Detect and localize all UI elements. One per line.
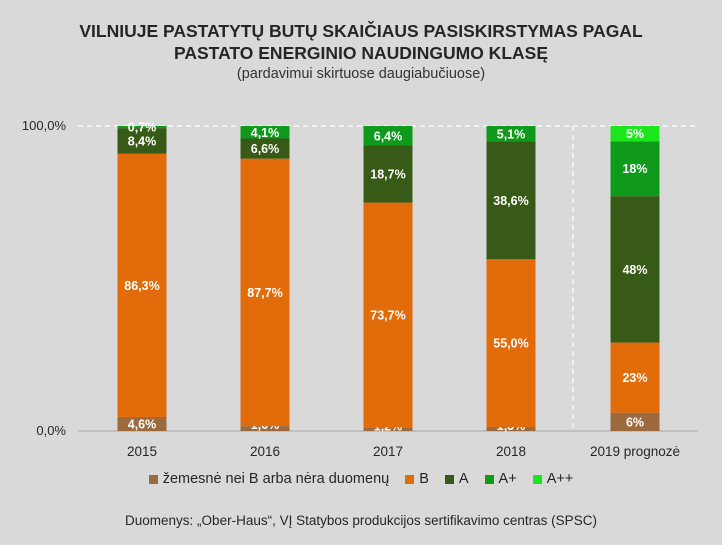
data-label: 23% <box>622 371 647 385</box>
bar-segment <box>363 202 413 428</box>
data-label: 4,6% <box>128 417 157 431</box>
bar-segment <box>486 259 536 428</box>
legend-item: žemesnė nei B arba nėra duomenų <box>148 471 390 487</box>
legend-item: B <box>405 471 429 487</box>
legend-swatch <box>484 474 494 484</box>
data-label: 55,0% <box>493 337 528 351</box>
x-tick-label: 2016 <box>250 444 280 459</box>
legend-item: A+ <box>484 471 517 487</box>
x-tick-label: 2018 <box>496 444 526 459</box>
bar-segment <box>610 141 660 197</box>
bar-segment <box>610 126 660 142</box>
legend-swatch <box>532 474 542 484</box>
chart-title-line1: VILNIUJE PASTATYTŲ BUTŲ SKAIČIAUS PASISK… <box>79 21 643 41</box>
x-tick-label: 2015 <box>127 444 157 459</box>
data-label: 86,3% <box>124 279 159 293</box>
data-label: 5% <box>626 127 644 141</box>
bar-segment <box>363 126 413 146</box>
chart-legend: žemesnė nei B arba nėra duomenų B A A+ A++ <box>0 471 722 487</box>
legend-item: A <box>444 471 469 487</box>
data-label: 18,7% <box>370 168 405 182</box>
chart-title-line2: PASTATO ENERGINIO NAUDINGUMO KLASĘ <box>174 43 548 63</box>
bar-segment <box>240 138 290 159</box>
legend-label: žemesnė nei B arba nėra duomenų <box>162 471 390 487</box>
bar-segment <box>486 141 536 260</box>
legend-swatch <box>444 474 454 484</box>
x-tick-label: 2017 <box>373 444 403 459</box>
legend-label: B <box>419 471 429 487</box>
data-label: 6,6% <box>251 142 280 156</box>
bar-segment <box>240 426 290 431</box>
legend-swatch <box>405 474 415 484</box>
chart-subtitle: (pardavimui skirtuose daugiabučiuose) <box>236 66 486 82</box>
y-tick-label: 100,0% <box>22 118 67 133</box>
data-label: 87,7% <box>247 286 282 300</box>
bar-segment <box>486 427 536 431</box>
bar-segment <box>117 416 167 431</box>
bar-segment <box>486 126 536 142</box>
x-tick-label: 2019 prognozė <box>590 444 680 459</box>
legend-swatch <box>148 474 158 484</box>
data-label: 4,1% <box>251 126 280 140</box>
bar-segment <box>117 126 167 129</box>
data-label: 18% <box>622 162 647 176</box>
bar-segment <box>117 128 167 154</box>
data-label: 8,4% <box>128 134 157 148</box>
data-label: 0,7% <box>128 121 157 135</box>
data-label: 6% <box>626 415 644 429</box>
bar-segment <box>240 126 290 139</box>
bar-segment <box>117 153 167 417</box>
data-label: 5,1% <box>497 127 526 141</box>
data-label: 6,4% <box>374 129 403 143</box>
bar-segment <box>610 412 660 431</box>
legend-item: A++ <box>532 471 574 487</box>
bar-segment <box>240 158 290 427</box>
data-label: 48% <box>622 263 647 277</box>
bar-segment <box>610 342 660 413</box>
data-label: 73,7% <box>370 308 405 322</box>
legend-label: A <box>458 471 469 487</box>
bar-segment <box>610 196 660 343</box>
legend-label: A+ <box>498 471 517 487</box>
data-source: Duomenys: „Ober-Haus“, VĮ Statybos produ… <box>125 513 597 528</box>
legend-label: A++ <box>546 471 574 487</box>
bar-segment <box>363 145 413 203</box>
data-label: 38,6% <box>493 194 528 208</box>
y-tick-label: 0,0% <box>36 423 66 438</box>
bar-segment <box>363 427 413 431</box>
